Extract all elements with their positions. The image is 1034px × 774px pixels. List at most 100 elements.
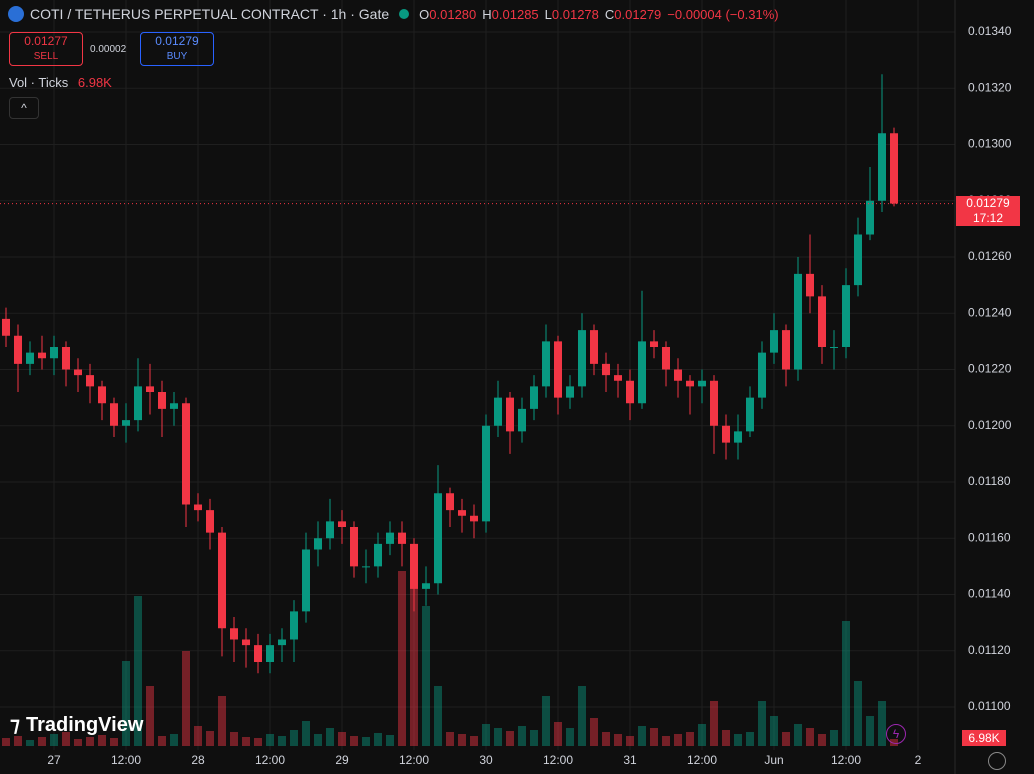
status-dot bbox=[399, 9, 410, 19]
candle-body bbox=[782, 330, 790, 370]
candle-body bbox=[494, 397, 502, 426]
volume-bar bbox=[398, 571, 406, 746]
volume-bar bbox=[266, 734, 274, 746]
candle-body bbox=[758, 352, 766, 398]
volume-bar bbox=[26, 740, 34, 746]
ohlc-key: L bbox=[544, 6, 552, 22]
volume-bar bbox=[494, 728, 502, 746]
x-tick-label: 12:00 bbox=[399, 753, 429, 767]
candle-body bbox=[218, 532, 226, 629]
settings-icon[interactable] bbox=[988, 752, 1006, 770]
brand-text: TradingView bbox=[25, 714, 144, 736]
ohlc-values: O0.01280 H0.01285 L0.01278 C0.01279 bbox=[419, 7, 661, 22]
price-tag-price: 0.01279 bbox=[966, 195, 1010, 210]
alert-icon[interactable]: ϟ bbox=[886, 724, 906, 744]
volume-bar bbox=[386, 735, 394, 746]
volume-bar bbox=[746, 732, 754, 746]
candle-body bbox=[38, 352, 46, 359]
legend-header: COTI / TETHERUS PERPETUAL CONTRACT · 1h … bbox=[8, 6, 779, 22]
candle-body bbox=[710, 380, 718, 426]
volume-bar bbox=[206, 731, 214, 746]
x-tick-label: 12:00 bbox=[831, 753, 861, 767]
x-tick-label: 12:00 bbox=[255, 753, 285, 767]
y-tick-label: 0.01180 bbox=[968, 474, 1011, 488]
volume-bar bbox=[650, 728, 658, 746]
volume-bar bbox=[374, 733, 382, 746]
candle-body bbox=[134, 386, 142, 421]
y-tick-label: 0.01340 bbox=[968, 24, 1012, 38]
candle-body bbox=[806, 273, 814, 297]
candle-body bbox=[182, 403, 190, 505]
candle-body bbox=[74, 369, 82, 376]
y-tick-label: 0.01240 bbox=[968, 305, 1012, 319]
volume-bar bbox=[686, 732, 694, 746]
candle-body bbox=[614, 375, 622, 381]
collapse-button[interactable]: ^ bbox=[9, 97, 39, 119]
x-tick-label: 12:00 bbox=[543, 753, 573, 767]
ohlc-value: 0.01278 bbox=[551, 6, 599, 22]
ohlc-key: C bbox=[604, 6, 615, 22]
y-tick-label: 0.01260 bbox=[968, 249, 1012, 263]
volume-bar bbox=[758, 701, 766, 746]
volume-bar bbox=[242, 737, 250, 746]
volume-bar bbox=[290, 730, 298, 746]
candle-body bbox=[350, 527, 358, 567]
candle-body bbox=[818, 296, 826, 347]
volume-bar bbox=[542, 696, 550, 746]
sell-button[interactable]: 0.01277 SELL bbox=[9, 32, 83, 66]
y-tick-label: 0.01320 bbox=[968, 80, 1012, 94]
candle-body bbox=[158, 392, 166, 409]
candle-body bbox=[722, 425, 730, 443]
buy-button[interactable]: 0.01279 BUY bbox=[140, 32, 214, 66]
candle-body bbox=[506, 397, 514, 432]
price-tag: 0.01279 17:12 bbox=[956, 195, 1020, 226]
y-tick-label: 0.01300 bbox=[968, 137, 1012, 151]
volume-bar bbox=[518, 726, 526, 746]
volume-bar bbox=[578, 686, 586, 746]
candle-body bbox=[386, 532, 394, 544]
candle-body bbox=[854, 234, 862, 286]
x-tick-label: 31 bbox=[623, 753, 637, 767]
coin-icon bbox=[8, 6, 24, 22]
x-tick-label: Jun bbox=[764, 753, 783, 767]
volume-bar bbox=[134, 596, 142, 746]
volume-bar bbox=[314, 734, 322, 746]
volume-bar bbox=[110, 738, 118, 746]
candle-body bbox=[194, 504, 202, 511]
candle-body bbox=[530, 386, 538, 409]
volume-bar bbox=[818, 734, 826, 746]
candle-body bbox=[98, 386, 106, 404]
volume-bar bbox=[830, 730, 838, 746]
candle-body bbox=[830, 347, 838, 348]
volume-bar bbox=[626, 736, 634, 746]
volume-bar bbox=[38, 737, 46, 746]
x-tick-label: 27 bbox=[47, 753, 61, 767]
volume-bar bbox=[278, 736, 286, 746]
symbol-title[interactable]: COTI / TETHERUS PERPETUAL CONTRACT · 1h … bbox=[30, 6, 390, 22]
volume-bar bbox=[458, 734, 466, 746]
volume-bar bbox=[770, 716, 778, 746]
candle-body bbox=[26, 352, 34, 364]
volume-bar bbox=[590, 718, 598, 746]
volume-bar bbox=[302, 721, 310, 746]
volume-bar bbox=[62, 732, 70, 746]
candle-body bbox=[338, 521, 346, 527]
y-tick-label: 0.01100 bbox=[968, 699, 1011, 713]
candle-body bbox=[122, 420, 130, 426]
candle-body bbox=[326, 521, 334, 539]
volume-bar bbox=[614, 734, 622, 746]
candle-body bbox=[206, 510, 214, 533]
spread: 0.00002 bbox=[90, 44, 127, 55]
volume-bar bbox=[866, 716, 874, 746]
brand-logo: ⁊ TradingView bbox=[10, 714, 144, 736]
candle-body bbox=[314, 538, 322, 550]
candle-body bbox=[626, 380, 634, 404]
ohlc-value: 0.01279 bbox=[614, 6, 662, 22]
candle-body bbox=[362, 566, 370, 568]
candle-body bbox=[890, 133, 898, 204]
buy-price: 0.01279 bbox=[155, 34, 199, 48]
volume-legend: Vol · Ticks 6.98K bbox=[9, 75, 112, 90]
x-tick-label: 12:00 bbox=[111, 753, 141, 767]
candle-body bbox=[566, 386, 574, 398]
